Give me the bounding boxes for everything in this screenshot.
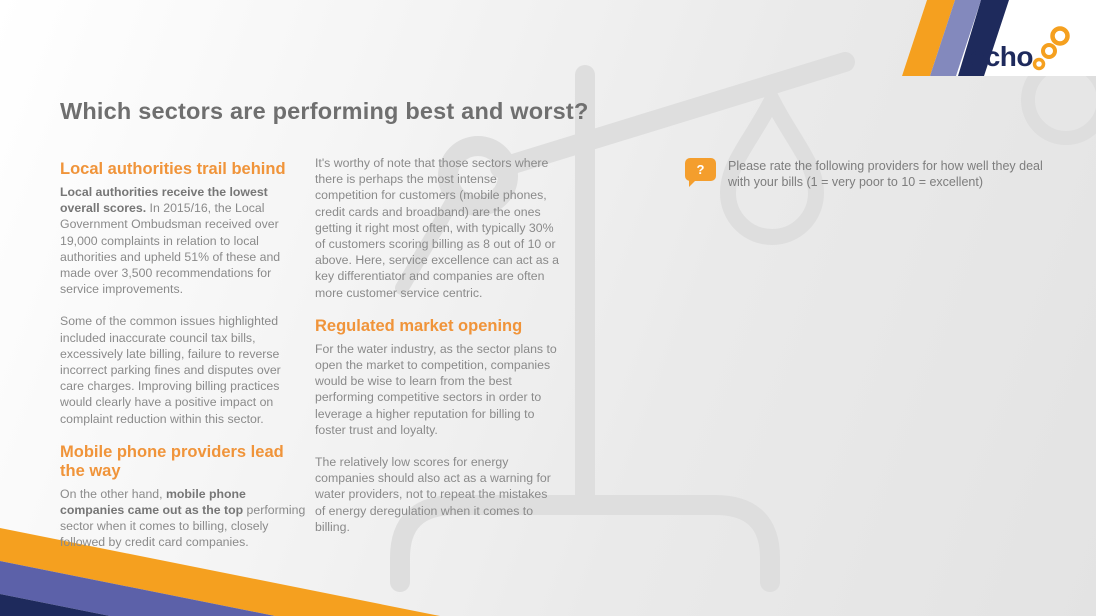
section-heading-local-authorities: Local authorities trail behind [60,160,286,178]
left-column: Local authorities trail behind Local aut… [60,160,308,567]
paragraph: On the other hand, mobile phone companie… [60,486,306,550]
bottom-left-stripes [0,528,440,616]
echo-logo-circles-icon [1032,26,1070,71]
question-bubble-icon: ? [685,158,716,187]
echo-logo: echo [970,24,1070,72]
paragraph: Some of the common issues highlighted in… [60,314,281,426]
middle-column: It's worthy of note that those sectors w… [315,155,561,551]
paragraph: For the water industry, as the sector pl… [315,341,557,437]
echo-logo-text: echo [969,41,1034,72]
paragraph: It's worthy of note that those sectors w… [315,156,560,300]
paragraph: Local authorities receive the lowest ove… [60,185,281,297]
survey-question-callout: ? Please rate the following providers fo… [685,158,1068,190]
survey-question-text: Please rate the following providers for … [728,159,1043,189]
section-heading-mobile-phone: Mobile phone providers lead the way [60,442,284,480]
paragraph: The relatively low scores for energy com… [315,455,551,534]
page-title: Which sectors are performing best and wo… [60,98,589,124]
section-heading-regulated-market: Regulated market opening [315,316,523,335]
